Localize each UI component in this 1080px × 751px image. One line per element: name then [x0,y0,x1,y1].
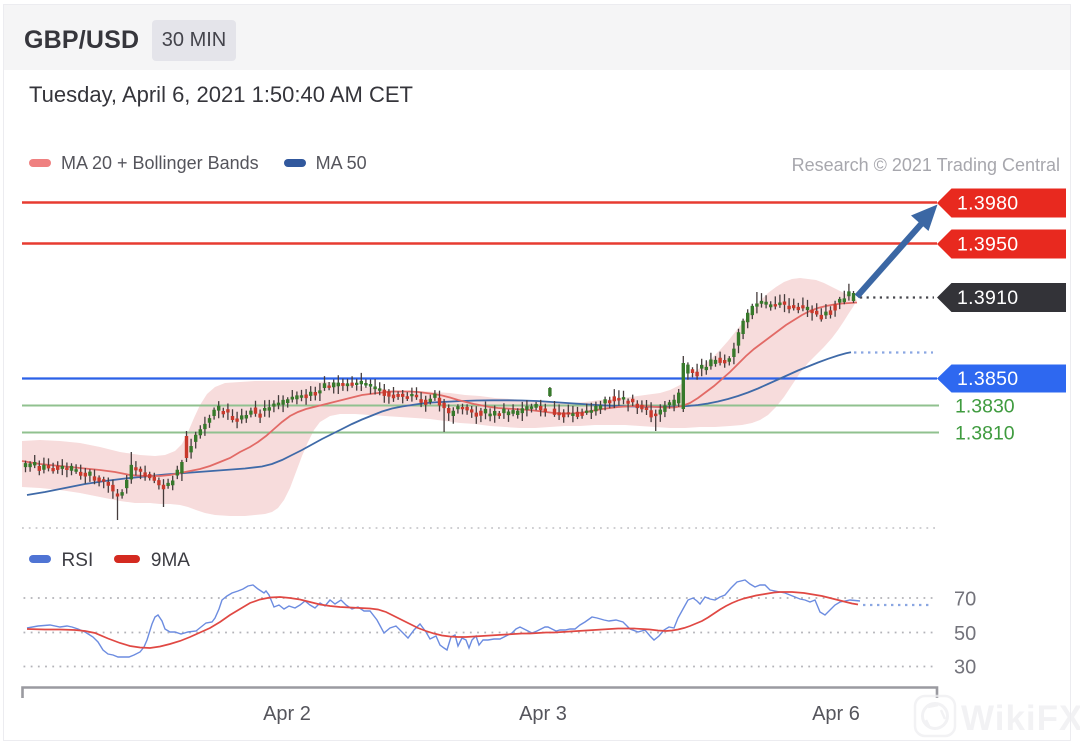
svg-text:WikiFX: WikiFX [961,699,1080,738]
svg-text:1.3850: 1.3850 [957,368,1018,390]
svg-text:1.3810: 1.3810 [955,423,1015,445]
svg-text:Apr 6: Apr 6 [812,703,860,725]
svg-text:1.3980: 1.3980 [957,193,1018,215]
svg-text:30: 30 [954,657,976,679]
svg-text:Apr 3: Apr 3 [519,703,567,725]
svg-text:Apr 2: Apr 2 [263,703,311,725]
svg-text:70: 70 [954,589,976,611]
svg-text:50: 50 [954,623,976,645]
svg-text:1.3950: 1.3950 [957,234,1018,256]
svg-text:1.3830: 1.3830 [955,396,1015,418]
svg-text:1.3910: 1.3910 [957,287,1018,309]
